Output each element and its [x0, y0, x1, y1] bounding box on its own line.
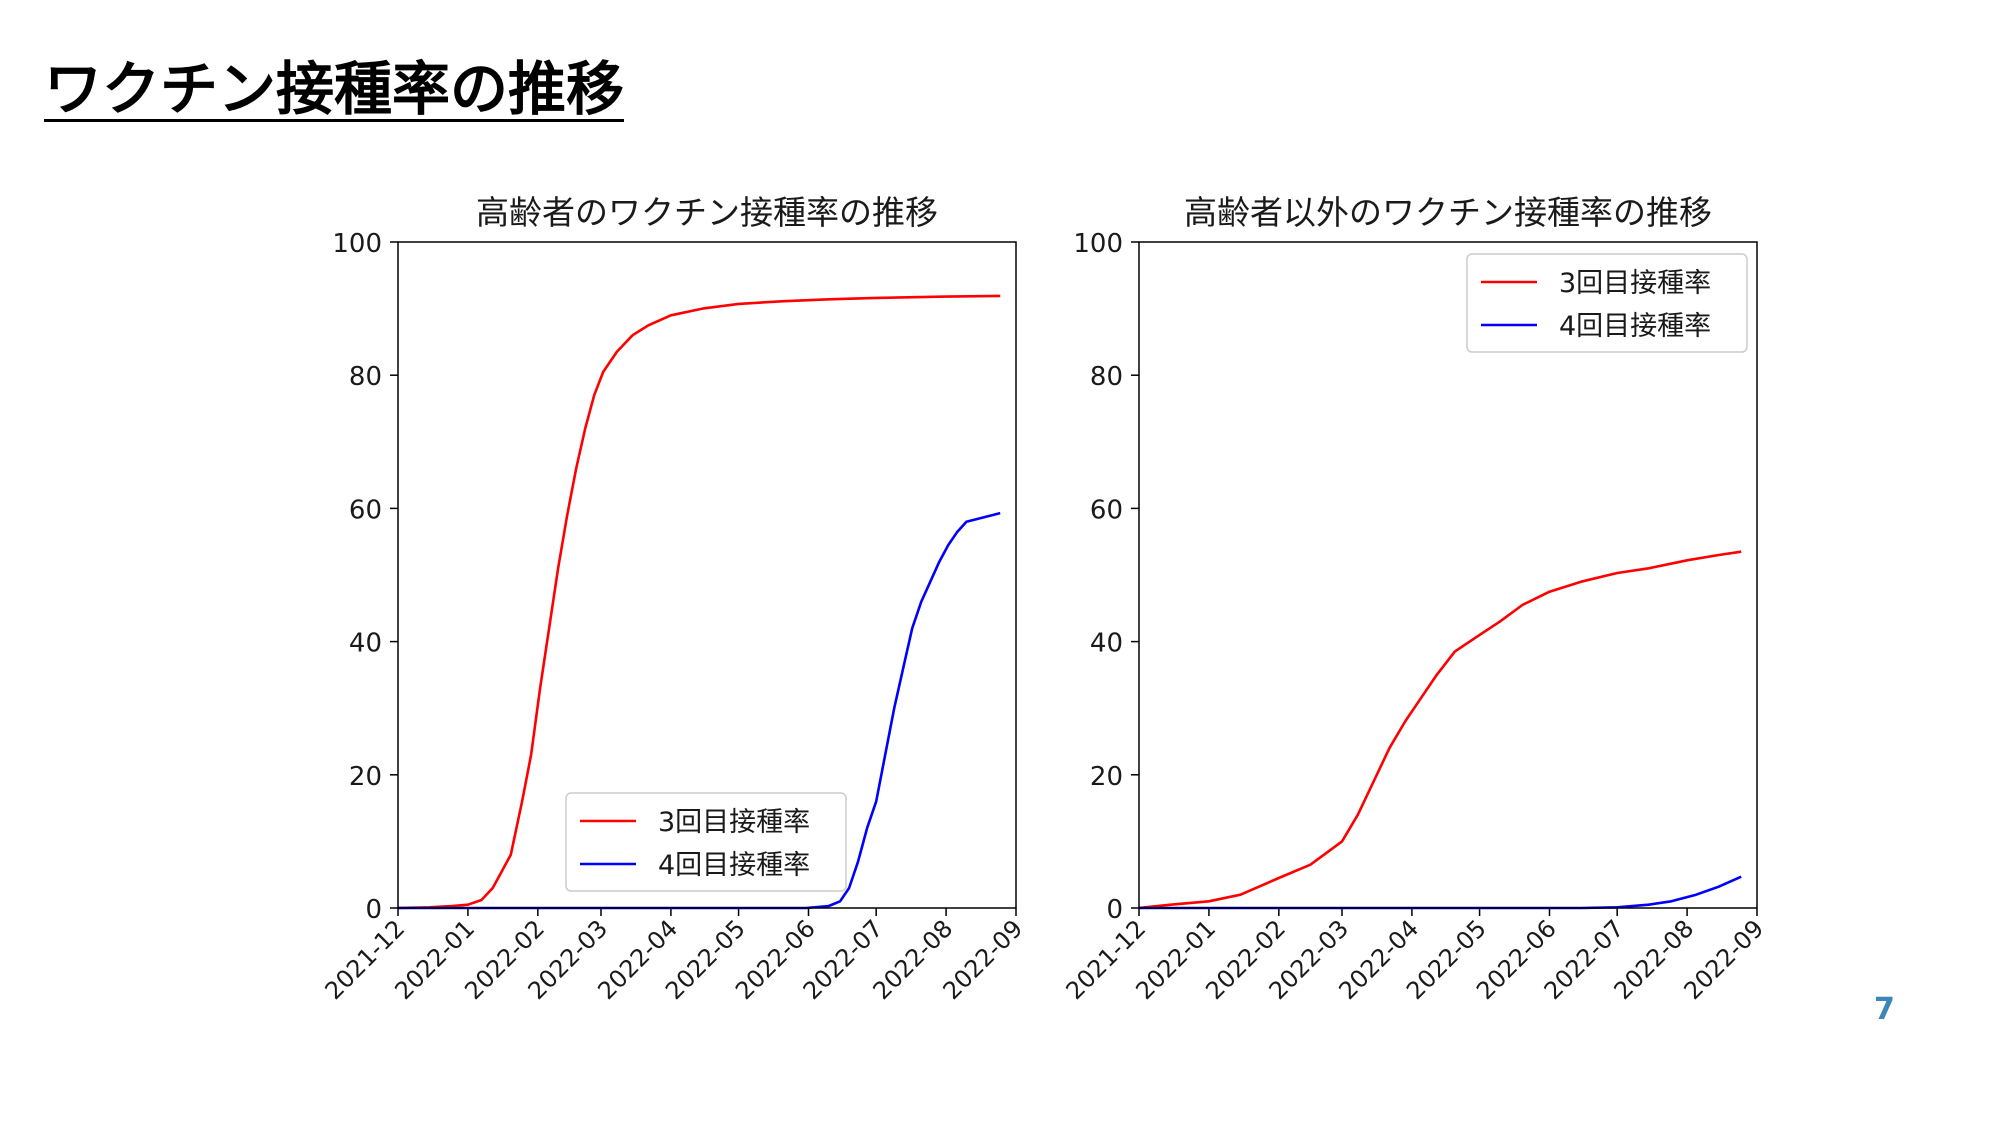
- elderly-legend-box: [565, 792, 847, 892]
- elderly-legend-label: 4回目接種率: [658, 850, 810, 881]
- elderly-y-tick-label: 20: [349, 762, 382, 792]
- non-elderly-legend-box: [1466, 253, 1748, 353]
- elderly-y-tick-label: 60: [349, 495, 382, 525]
- page-number: 7: [1874, 992, 1895, 1027]
- non-elderly-y-tick-label: 100: [1073, 229, 1123, 259]
- non-elderly-series-line-4th-dose: [1139, 875, 1742, 910]
- non-elderly-legend: 3回目接種率 4回目接種率: [1466, 253, 1748, 353]
- elderly-plot-frame: [397, 241, 1017, 909]
- non-elderly-y-tick-label: 80: [1090, 362, 1123, 392]
- non-elderly-plot-frame: [1138, 241, 1758, 909]
- non-elderly-y-tick-label: 60: [1090, 495, 1123, 525]
- non-elderly-legend-label: 4回目接種率: [1559, 311, 1711, 342]
- elderly-legend-label: 3回目接種率: [658, 807, 810, 838]
- elderly-y-tick-label: 100: [332, 229, 382, 259]
- elderly-y-tick-label: 0: [365, 895, 382, 925]
- elderly-chart-title: 高齢者のワクチン接種率の推移: [476, 193, 938, 232]
- elderly-series-line-4th-dose: [398, 511, 1001, 910]
- non-elderly-legend-label: 3回目接種率: [1559, 268, 1711, 299]
- non-elderly-y-tick-label: 0: [1106, 895, 1123, 925]
- non-elderly-chart-title: 高齢者以外のワクチン接種率の推移: [1184, 193, 1712, 232]
- elderly-y-tick-label: 40: [349, 629, 382, 659]
- non-elderly-y-tick-label: 20: [1090, 762, 1123, 792]
- elderly-legend: 3回目接種率 4回目接種率: [565, 792, 847, 892]
- elderly-y-tick-label: 80: [349, 362, 382, 392]
- non-elderly-y-tick-label: 40: [1090, 629, 1123, 659]
- non-elderly-series-line-3th-dose: [1138, 550, 1742, 910]
- slide-title: ワクチン接種率の推移: [44, 55, 625, 123]
- elderly-series-line-3th-dose: [397, 294, 1001, 910]
